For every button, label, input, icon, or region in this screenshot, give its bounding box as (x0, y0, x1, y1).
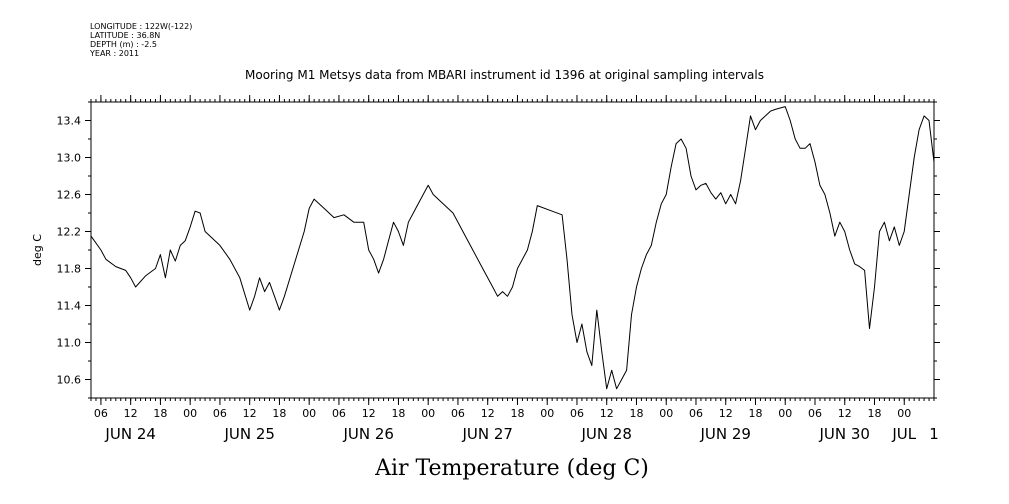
year-text: YEAR : 2011 (90, 49, 140, 58)
x-tick-label: 00 (659, 407, 673, 420)
x-day-label: JUN 26 (342, 425, 393, 443)
x-day-label: 1 (929, 425, 939, 443)
x-tick-label: 06 (689, 407, 703, 420)
x-day-label: JUN 27 (461, 425, 512, 443)
x-tick-label: 00 (540, 407, 554, 420)
x-tick-label: 06 (570, 407, 584, 420)
y-tick-label: 12.6 (57, 189, 82, 202)
x-tick-label: 06 (94, 407, 108, 420)
x-day-label: JUN 24 (104, 425, 155, 443)
x-tick-label: 12 (719, 407, 733, 420)
x-tick-label: 18 (153, 407, 167, 420)
x-tick-label: 00 (778, 407, 792, 420)
x-tick-label: 18 (748, 407, 762, 420)
x-tick-label: 12 (838, 407, 852, 420)
x-tick-label: 18 (510, 407, 524, 420)
latitude-text: LATITUDE : 36.8N (90, 31, 161, 40)
x-day-label: JUN 30 (818, 425, 869, 443)
x-tick-label: 00 (897, 407, 911, 420)
y-tick-label: 11.8 (57, 263, 82, 276)
y-tick-label: 11.4 (57, 300, 82, 313)
y-tick-label: 13.4 (57, 115, 82, 128)
x-tick-label: 12 (124, 407, 138, 420)
series-group (90, 106, 935, 390)
y-axis-label: deg C (31, 234, 44, 266)
longitude-text: LONGITUDE : 122W(-122) (90, 22, 193, 31)
minor-ticks (90, 99, 935, 401)
x-tick-label: 06 (213, 407, 227, 420)
y-tick-label: 12.2 (57, 226, 82, 239)
y-tick-label: 13.0 (57, 152, 82, 165)
day-labels: JUN 24 JUN 25 JUN 26 JUN 27 JUN 28 JUN 29 JUN … (104, 425, 938, 443)
x-tick-label: 00 (421, 407, 435, 420)
x-tick-label: 12 (481, 407, 495, 420)
x-tick-label: 18 (272, 407, 286, 420)
y-axis: 10.6 11.0 11.4 11.8 12.2 12.6 13.0 13.4 (57, 101, 940, 399)
x-tick-label: 06 (808, 407, 822, 420)
x-tick-label: 12 (600, 407, 614, 420)
x-tick-label: 00 (302, 407, 316, 420)
x-tick-label: 00 (183, 407, 197, 420)
x-tick-label: 06 (451, 407, 465, 420)
y-tick-label: 11.0 (57, 337, 82, 350)
chart-title: Mooring M1 Metsys data from MBARI instru… (245, 68, 764, 82)
x-day-label: JUN 25 (223, 425, 274, 443)
x-tick-label: 18 (629, 407, 643, 420)
x-axis-label: Air Temperature (deg C) (374, 456, 649, 481)
depth-text: DEPTH (m) : -2.5 (90, 40, 157, 49)
y-tick-label: 10.6 (57, 374, 82, 387)
x-day-label: JUN 28 (580, 425, 631, 443)
x-tick-label: 12 (362, 407, 376, 420)
x-tick-label: 18 (867, 407, 881, 420)
x-tick-label: 06 (332, 407, 346, 420)
x-tick-label: 18 (391, 407, 405, 420)
x-day-label: JUN 29 (699, 425, 750, 443)
metadata-block: LONGITUDE : 122W(-122) LATITUDE : 36.8N … (90, 22, 192, 58)
x-axis: 06 12 18 00 06 12 18 00 06 12 18 00 06 12 18 00 06 12 18 00… (94, 95, 911, 420)
x-tick-label: 12 (243, 407, 257, 420)
x-day-label: JUL (891, 425, 916, 443)
series-line (90, 106, 935, 390)
